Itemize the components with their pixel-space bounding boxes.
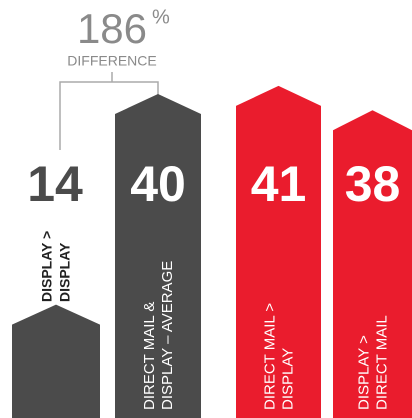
category-label: DISPLAY >: [355, 335, 372, 410]
value-label: 38: [345, 156, 401, 212]
category-label: DIRECT MAIL &: [141, 302, 158, 410]
value-label: 41: [251, 156, 307, 212]
bar: [115, 94, 201, 418]
difference-label: DIFFERENCE: [67, 53, 156, 69]
value-label: 14: [27, 156, 83, 212]
category-label: DISPLAY: [279, 348, 296, 410]
category-label: DISPLAY >: [39, 231, 55, 302]
difference-value: 186: [77, 5, 147, 52]
difference-unit: %: [152, 6, 170, 28]
category-label: DISPLAY – AVERAGE: [159, 261, 176, 410]
bar: [236, 85, 321, 418]
category-label: DIRECT MAIL >: [261, 303, 278, 410]
value-label: 40: [130, 156, 186, 212]
category-label: DISPLAY: [57, 242, 73, 302]
bracket: [59, 72, 159, 150]
category-label: DIRECT MAIL: [373, 315, 390, 410]
bar: [333, 110, 412, 418]
bar: [12, 304, 100, 418]
